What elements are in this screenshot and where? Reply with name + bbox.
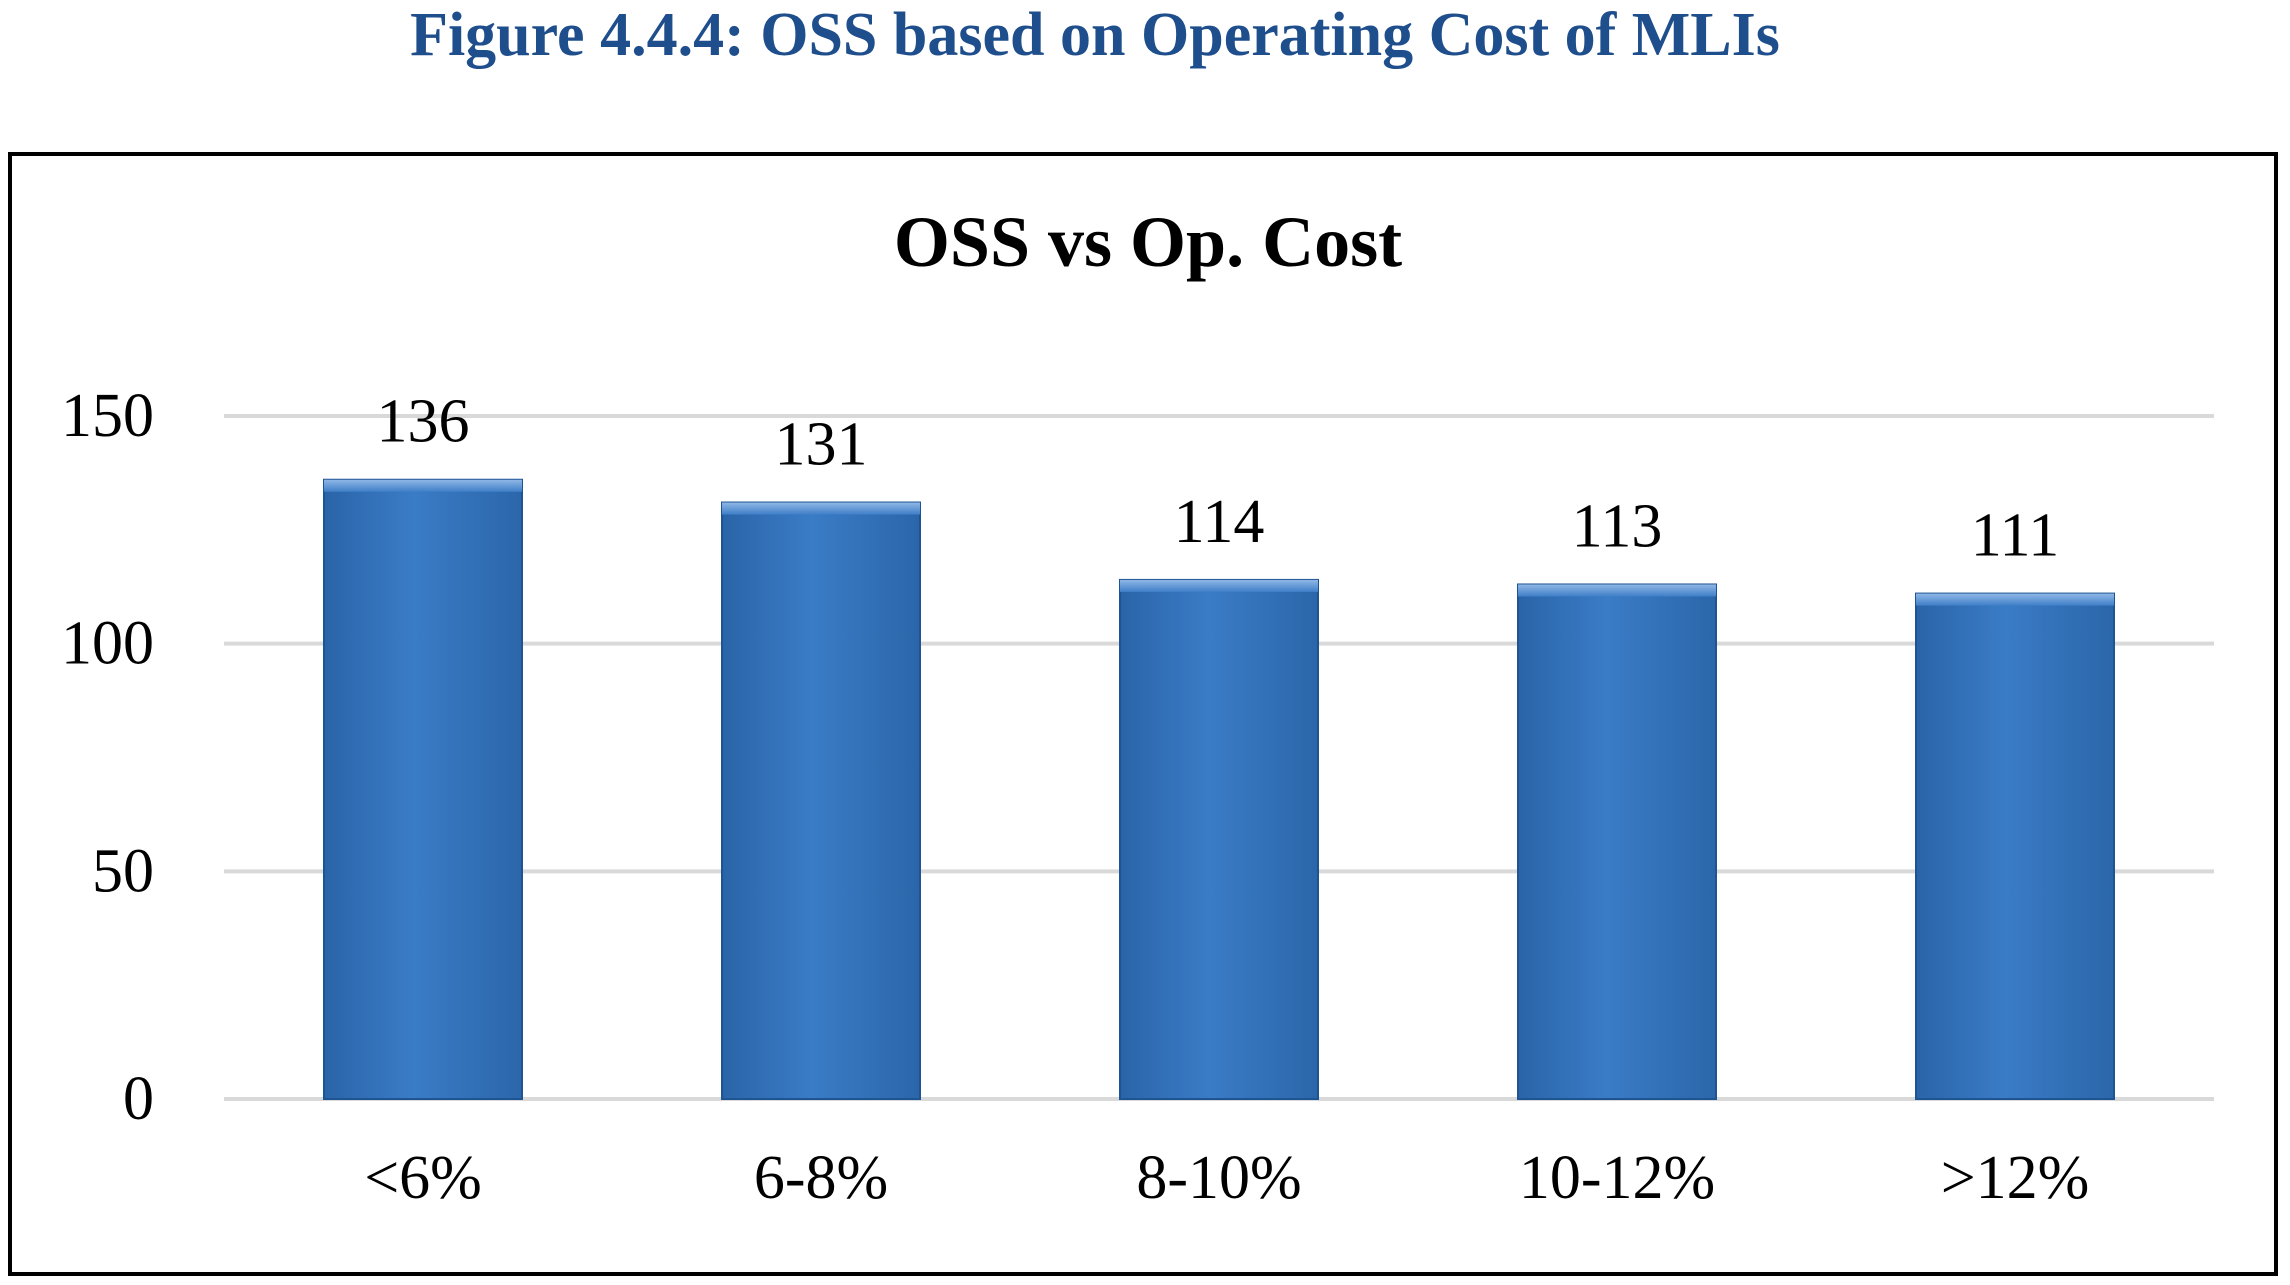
bar-4 — [1517, 583, 1717, 1100]
category-label-4: 10-12% — [1519, 1144, 1715, 1212]
category-label-1: <6% — [364, 1144, 482, 1212]
y-tick-label-0: 0 — [123, 1065, 154, 1133]
category-label-3: 8-10% — [1136, 1144, 1301, 1212]
y-axis-ticks: 0 50 100 150 — [61, 382, 154, 1133]
bar-highlight-3 — [1120, 579, 1318, 592]
data-label-5: 111 — [1971, 502, 2059, 570]
bar-body-3 — [1119, 578, 1319, 1101]
figure-caption: Figure 4.4.4: OSS based on Operating Cos… — [410, 1, 1780, 69]
bar-1 — [323, 478, 523, 1101]
bar-chart: OSS vs Op. Cost 0 50 100 150 136 131 114 113 11… — [61, 202, 2214, 1212]
data-label-2: 131 — [775, 411, 868, 479]
data-labels: 136 131 114 113 111 — [377, 388, 2060, 570]
chart-frame: OSS vs Op. Cost 0 50 100 150 136 131 114 113 11… — [8, 152, 2278, 1276]
y-tick-label-100: 100 — [61, 610, 154, 678]
y-tick-label-50: 50 — [92, 837, 154, 905]
data-label-4: 113 — [1572, 492, 1663, 560]
bar-2 — [721, 501, 921, 1101]
category-label-5: >12% — [1941, 1144, 2090, 1212]
data-label-3: 114 — [1174, 488, 1265, 556]
bars — [323, 478, 2115, 1101]
chart-title: OSS vs Op. Cost — [894, 202, 1402, 282]
bar-body-1 — [323, 478, 523, 1101]
bar-3 — [1119, 578, 1319, 1101]
category-label-2: 6-8% — [754, 1144, 888, 1212]
bar-highlight-1 — [324, 479, 522, 492]
bar-body-2 — [721, 501, 921, 1101]
data-label-1: 136 — [377, 388, 470, 456]
bar-body-4 — [1517, 583, 1717, 1100]
x-axis-categories: <6% 6-8% 8-10% 10-12% >12% — [364, 1144, 2089, 1212]
bar-5 — [1915, 592, 2115, 1100]
y-tick-label-150: 150 — [61, 382, 154, 450]
bar-highlight-2 — [722, 502, 920, 515]
bar-body-5 — [1915, 592, 2115, 1100]
bar-highlight-4 — [1518, 584, 1716, 597]
bar-highlight-5 — [1916, 593, 2114, 606]
